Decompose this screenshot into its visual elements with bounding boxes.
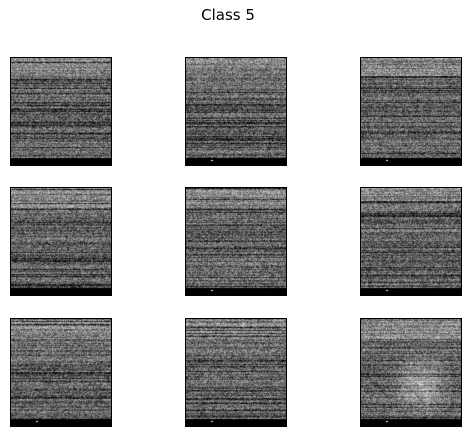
sample-image-3-2	[185, 318, 287, 427]
noise-texture	[11, 319, 111, 426]
noise-texture	[361, 188, 461, 295]
noise-texture	[11, 188, 111, 295]
sample-image-3-3	[360, 318, 462, 427]
noise-texture	[361, 319, 461, 426]
sample-image-1-3	[360, 57, 462, 166]
sample-image-2-2	[185, 187, 287, 296]
noise-texture	[186, 319, 286, 426]
sample-image-2-3	[360, 187, 462, 296]
noise-texture	[11, 58, 111, 165]
sample-image-1-1	[10, 57, 112, 166]
noise-texture	[186, 58, 286, 165]
noise-texture	[361, 58, 461, 165]
noise-texture	[186, 188, 286, 295]
sample-image-2-1	[10, 187, 112, 296]
sample-image-3-1	[10, 318, 112, 427]
sample-image-1-2	[185, 57, 287, 166]
figure-title: Class 5	[201, 6, 255, 24]
